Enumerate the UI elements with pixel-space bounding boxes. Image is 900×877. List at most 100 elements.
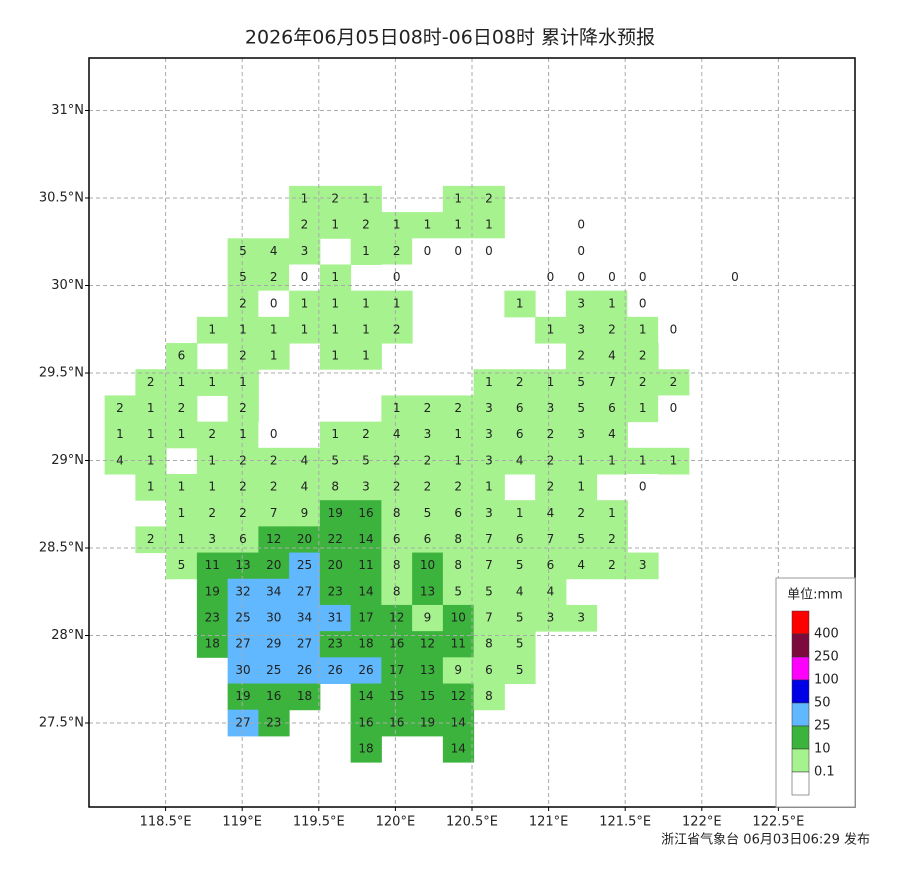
y-tick-label: 27.5°N [39, 716, 84, 731]
station-value: 20 [266, 558, 281, 572]
station-value: 1 [331, 427, 339, 441]
legend-swatch [791, 771, 810, 796]
station-value: 5 [485, 584, 493, 598]
precip-cell [381, 604, 413, 632]
footer: 浙江省气象台 06月03日06:29 发布 [661, 832, 870, 848]
station-value: 3 [485, 506, 493, 520]
station-value: 6 [178, 349, 186, 363]
precip-cell [196, 369, 229, 396]
station-value: 15 [389, 689, 404, 703]
precip-cell [473, 238, 505, 265]
precip-cell [627, 264, 659, 292]
station-value: 2 [147, 375, 155, 389]
x-tick-label: 118.5°E [140, 815, 192, 830]
station-value: 7 [485, 611, 493, 625]
station-value: 8 [454, 558, 462, 572]
precip-cell [565, 343, 598, 370]
precip-cell [258, 578, 290, 606]
precip-cell [258, 604, 290, 632]
station-value: 2 [547, 480, 555, 494]
precip-cell [596, 421, 628, 449]
station-value: 2 [270, 480, 278, 494]
precip-cell [227, 526, 259, 554]
precip-cell [473, 212, 505, 239]
precip-cell [166, 369, 198, 396]
station-value: 2 [239, 401, 247, 415]
station-value: 8 [454, 532, 462, 546]
station-value: 1 [454, 427, 462, 441]
station-value: 34 [266, 584, 281, 598]
precip-cell [227, 473, 259, 501]
precip-cell [196, 421, 229, 449]
station-value: 2 [393, 480, 401, 494]
station-value: 13 [235, 558, 250, 572]
y-tick-label: 30.5°N [39, 191, 84, 206]
station-value: 1 [147, 453, 155, 467]
station-value: 0 [301, 270, 309, 284]
station-value: 0 [547, 270, 555, 284]
x-tick-label: 121.5°E [599, 815, 651, 830]
station-value: 1 [485, 375, 493, 389]
precip-cell [658, 447, 690, 475]
precip-cell [627, 395, 659, 423]
precip-cell [658, 316, 690, 344]
precip-cell [412, 212, 444, 239]
station-value: 0 [577, 270, 585, 284]
precip-cell [381, 500, 413, 527]
station-value: 6 [424, 532, 432, 546]
precip-cell [227, 290, 259, 318]
precip-cell [319, 447, 352, 475]
station-value: 8 [393, 506, 401, 520]
station-value: 1 [147, 427, 155, 441]
y-tick-label: 28.5°N [39, 541, 84, 556]
precip-cell [565, 500, 598, 527]
station-value: 3 [485, 401, 493, 415]
precip-cell [473, 369, 505, 396]
precip-cell [135, 421, 167, 449]
station-value: 2 [362, 427, 370, 441]
station-value: 1 [270, 322, 278, 336]
station-value: 0 [670, 401, 678, 415]
station-value: 2 [239, 453, 247, 467]
station-value: 3 [547, 611, 555, 625]
precip-cell [442, 604, 475, 632]
station-value: 14 [358, 584, 373, 598]
station-value: 2 [639, 375, 647, 389]
station-value: 0 [639, 270, 647, 284]
precip-cell [319, 473, 352, 501]
precip-cell [565, 526, 598, 554]
precip-cell [535, 578, 567, 606]
station-value: 2 [239, 349, 247, 363]
precip-cell [658, 395, 690, 423]
precip-cell [258, 683, 290, 711]
precip-cell [565, 552, 598, 580]
station-value: 1 [454, 453, 462, 467]
x-tick-label: 120°E [376, 815, 416, 830]
precip-cell [227, 683, 259, 711]
precip-cell [319, 578, 352, 606]
station-value: 1 [485, 480, 493, 494]
station-value: 18 [358, 637, 373, 651]
precip-cell [319, 526, 352, 554]
precip-cell [227, 264, 259, 292]
station-value: 0 [639, 480, 647, 494]
precip-cell [565, 473, 598, 501]
station-value: 17 [389, 663, 404, 677]
y-tick-label: 29.5°N [39, 366, 84, 381]
precip-cell [596, 264, 628, 292]
station-value: 5 [516, 558, 524, 572]
station-value: 1 [208, 375, 216, 389]
precip-cell [412, 657, 444, 685]
station-value: 5 [424, 506, 432, 520]
station-value: 3 [485, 427, 493, 441]
precip-cell [412, 604, 444, 632]
station-value: 1 [393, 218, 401, 232]
station-value: 11 [358, 558, 373, 572]
precip-cell [412, 552, 444, 580]
station-value: 6 [393, 532, 401, 546]
x-tick-label: 119.5°E [293, 815, 345, 830]
precip-cell [319, 604, 352, 632]
precip-cell [166, 421, 198, 449]
station-value: 0 [270, 427, 278, 441]
station-value: 13 [420, 663, 435, 677]
